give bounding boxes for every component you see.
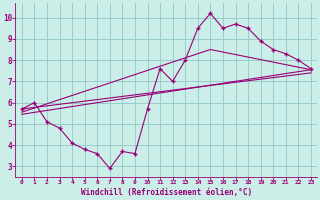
- X-axis label: Windchill (Refroidissement éolien,°C): Windchill (Refroidissement éolien,°C): [81, 188, 252, 197]
